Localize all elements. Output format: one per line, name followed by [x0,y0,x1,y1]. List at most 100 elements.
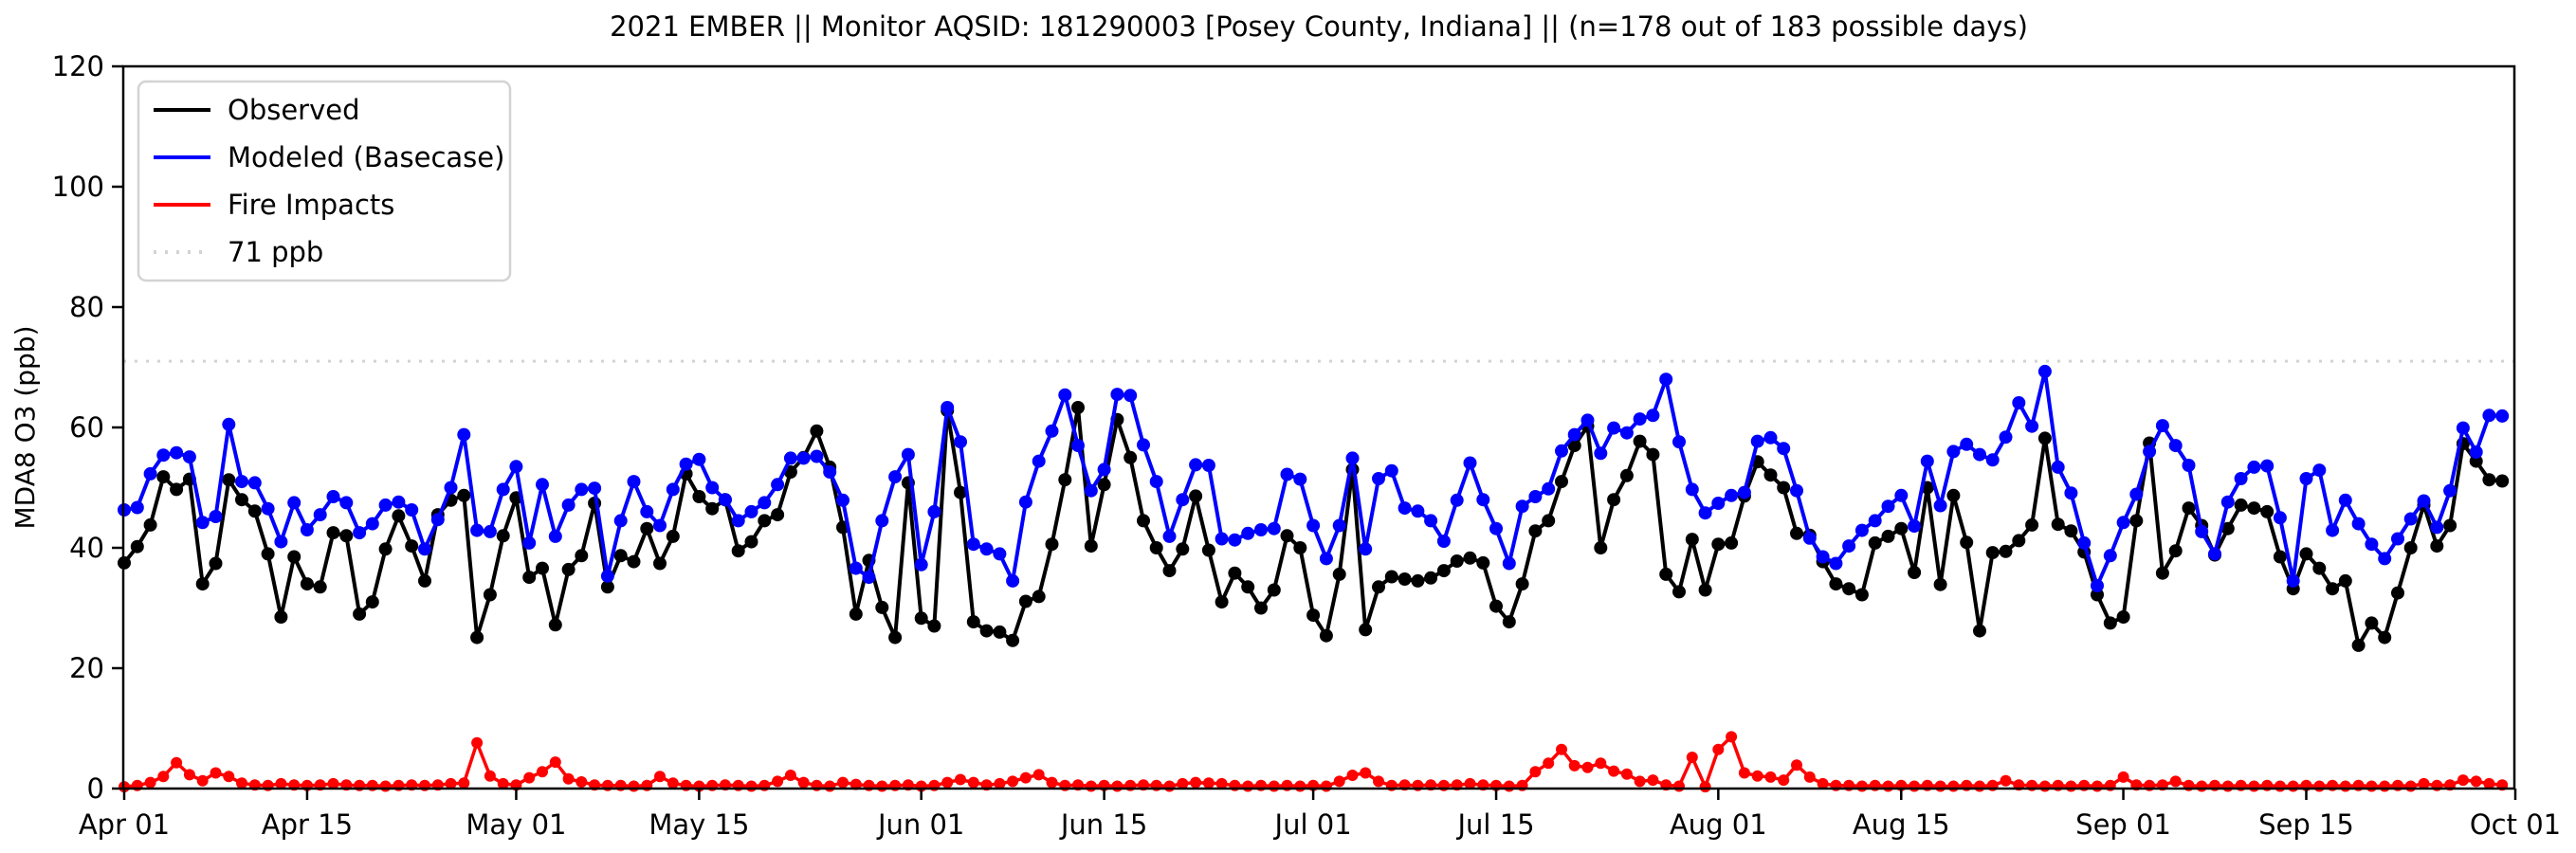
data-point [1946,445,1961,459]
data-point [2469,445,2483,459]
y-tick-label: 40 [69,532,104,564]
data-point [2065,780,2077,792]
data-point [1411,504,1425,518]
y-tick-label: 120 [52,50,104,82]
data-point [1476,493,1490,507]
data-point [2116,610,2130,624]
data-point [824,780,836,792]
data-point [1436,535,1451,548]
data-point [484,770,496,782]
data-point [2247,501,2261,516]
data-point [993,547,1007,561]
data-point [627,554,641,569]
data-point [1763,468,1778,482]
data-point [575,482,589,497]
data-point [2274,780,2286,792]
data-point [261,547,275,561]
data-point [471,736,484,749]
data-point [1594,541,1608,554]
data-point [836,493,850,507]
data-point [2299,472,2313,485]
data-point [1854,588,1869,602]
data-point [483,588,497,602]
data-point [2483,777,2495,789]
data-point [1503,780,1515,792]
data-point [979,542,994,556]
data-point [875,600,889,614]
data-point [2129,514,2144,528]
data-point [955,773,966,786]
data-point [1097,463,1111,477]
data-point [562,772,575,785]
data-point [326,526,340,540]
data-point [2051,460,2065,474]
data-point [2220,495,2235,509]
data-point [1045,537,1059,552]
data-point [1974,780,1985,792]
x-tick-group: Apr 01 Apr 15 May 01 May 15 Jun 01 Jun 15 Jul … [79,789,2561,841]
data-point [1672,435,1686,449]
data-point [561,562,575,576]
data-point [2273,550,2287,564]
data-point [2037,364,2052,378]
data-point [1791,759,1802,771]
data-point [771,508,785,522]
data-point [993,625,1007,639]
data-point [418,542,431,556]
data-point [2025,517,2039,532]
data-point [914,611,928,626]
data-point [2403,512,2418,526]
data-point [1803,771,1816,783]
data-point [537,766,548,778]
data-point [2482,408,2496,423]
data-point [378,542,393,556]
x-tick-label: May 01 [466,808,566,841]
data-point [2312,561,2327,575]
data-point [2365,616,2379,630]
data-point [810,449,824,463]
data-point [2286,573,2300,588]
data-point [2012,396,2026,409]
data-point [1542,481,1556,496]
data-point [130,500,144,515]
data-point [2221,780,2234,792]
data-point [209,510,223,523]
data-point [353,607,367,621]
data-point [849,607,863,621]
data-point [143,466,157,481]
data-point [430,513,445,527]
data-point [1294,780,1306,792]
data-point [497,777,509,789]
data-point [876,780,888,792]
data-point [2470,775,2482,788]
data-point [353,526,367,540]
data-point [378,498,393,512]
data-point [1908,519,1922,534]
data-point [1058,473,1072,487]
data-point [261,501,275,516]
data-point [2064,486,2078,500]
data-point [888,470,903,484]
data-point [1607,421,1621,435]
data-point [523,771,536,784]
data-point [1881,529,1895,543]
data-point [1647,774,1659,787]
y-axis-label: MDA8 O3 (ppb) [9,325,41,529]
data-point [837,776,849,789]
data-point [2404,780,2417,792]
data-point [1476,555,1490,570]
data-point [1267,583,1281,597]
data-point [758,514,772,528]
data-point [2169,775,2182,788]
data-point [1868,535,1882,550]
data-point [1124,450,1138,464]
data-point [1726,731,1738,743]
data-point [1790,483,1803,498]
data-point [235,493,248,507]
data-point [1201,459,1215,472]
data-point [1595,757,1607,770]
data-point [692,490,706,503]
data-point [247,504,262,518]
legend-box [137,80,512,282]
data-point [1006,633,1020,647]
